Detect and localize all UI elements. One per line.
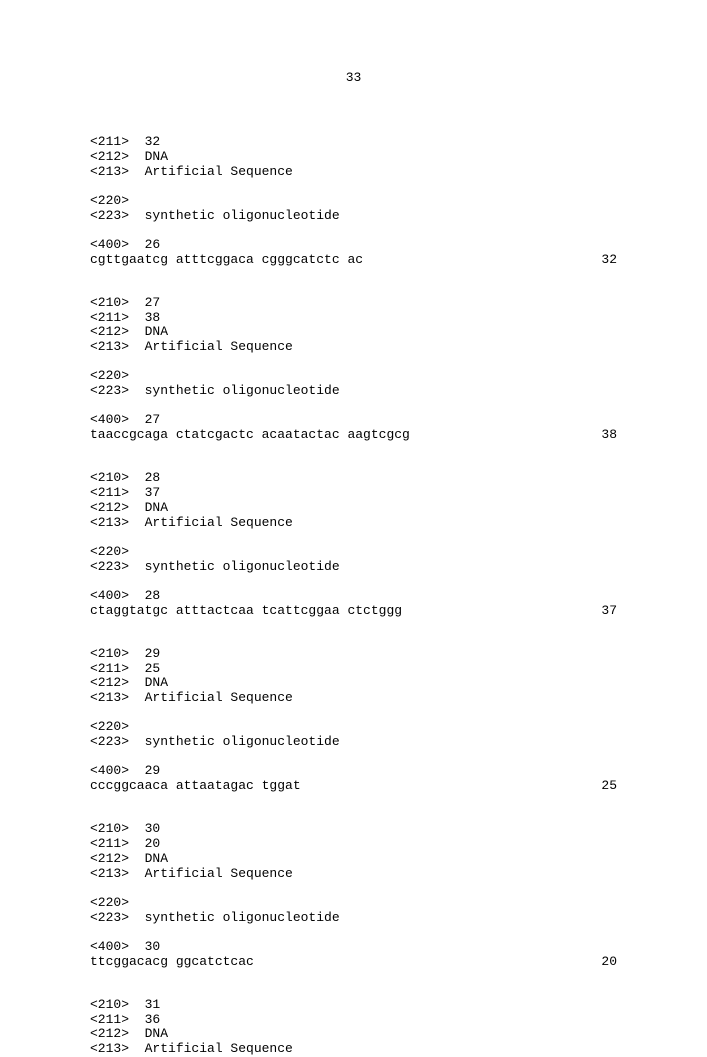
sequence-listing: <211> 32 <212> DNA <213> Artificial Sequ…	[90, 135, 617, 1057]
sequence-text: cccggcaaca attaatagac tggat	[90, 779, 301, 794]
entry-sequence: <400> 30ttcggacacg ggcatctcac 20	[90, 940, 617, 970]
page-number: 33	[90, 70, 617, 85]
sequence-length: 25	[601, 779, 617, 794]
sequence-text: taaccgcaga ctatcgactc acaatactac aagtcgc…	[90, 428, 410, 443]
entry-feature: <220> <223> synthetic oligonucleotide	[90, 545, 617, 575]
sequence-line: cgttgaatcg atttcggaca cgggcatctc ac 32	[90, 253, 617, 268]
sequence-label: <400> 30	[90, 940, 617, 955]
sequence-length: 37	[601, 604, 617, 619]
sequence-length: 20	[601, 955, 617, 970]
sequence-label: <400> 29	[90, 764, 617, 779]
spacer	[90, 984, 617, 998]
spacer	[90, 282, 617, 296]
sequence-label: <400> 28	[90, 589, 617, 604]
entry-feature: <220> <223> synthetic oligonucleotide	[90, 896, 617, 926]
entry-header: <210> 28 <211> 37 <212> DNA <213> Artifi…	[90, 471, 617, 531]
entry-header: <210> 27 <211> 38 <212> DNA <213> Artifi…	[90, 296, 617, 356]
spacer	[90, 457, 617, 471]
entry-feature: <220> <223> synthetic oligonucleotide	[90, 369, 617, 399]
entry-sequence: <400> 29cccggcaaca attaatagac tggat 25	[90, 764, 617, 794]
sequence-text: ttcggacacg ggcatctcac	[90, 955, 254, 970]
sequence-line: ctaggtatgc atttactcaa tcattcggaa ctctggg…	[90, 604, 617, 619]
sequence-length: 38	[601, 428, 617, 443]
entry-header: <210> 31 <211> 36 <212> DNA <213> Artifi…	[90, 998, 617, 1057]
entry-header: <210> 29 <211> 25 <212> DNA <213> Artifi…	[90, 647, 617, 707]
entry-sequence: <400> 26cgttgaatcg atttcggaca cgggcatctc…	[90, 238, 617, 268]
sequence-line: cccggcaaca attaatagac tggat 25	[90, 779, 617, 794]
sequence-text: ctaggtatgc atttactcaa tcattcggaa ctctggg	[90, 604, 402, 619]
spacer	[90, 808, 617, 822]
entry-sequence: <400> 27taaccgcaga ctatcgactc acaatactac…	[90, 413, 617, 443]
sequence-length: 32	[601, 253, 617, 268]
entry-feature: <220> <223> synthetic oligonucleotide	[90, 194, 617, 224]
sequence-line: ttcggacacg ggcatctcac 20	[90, 955, 617, 970]
entry-feature: <220> <223> synthetic oligonucleotide	[90, 720, 617, 750]
sequence-text: cgttgaatcg atttcggaca cgggcatctc ac	[90, 253, 363, 268]
sequence-line: taaccgcaga ctatcgactc acaatactac aagtcgc…	[90, 428, 617, 443]
sequence-label: <400> 26	[90, 238, 617, 253]
sequence-label: <400> 27	[90, 413, 617, 428]
spacer	[90, 633, 617, 647]
entry-header: <210> 30 <211> 20 <212> DNA <213> Artifi…	[90, 822, 617, 882]
entry-sequence: <400> 28ctaggtatgc atttactcaa tcattcggaa…	[90, 589, 617, 619]
page-container: 33 <211> 32 <212> DNA <213> Artificial S…	[0, 0, 707, 1057]
entry-header: <211> 32 <212> DNA <213> Artificial Sequ…	[90, 135, 617, 180]
